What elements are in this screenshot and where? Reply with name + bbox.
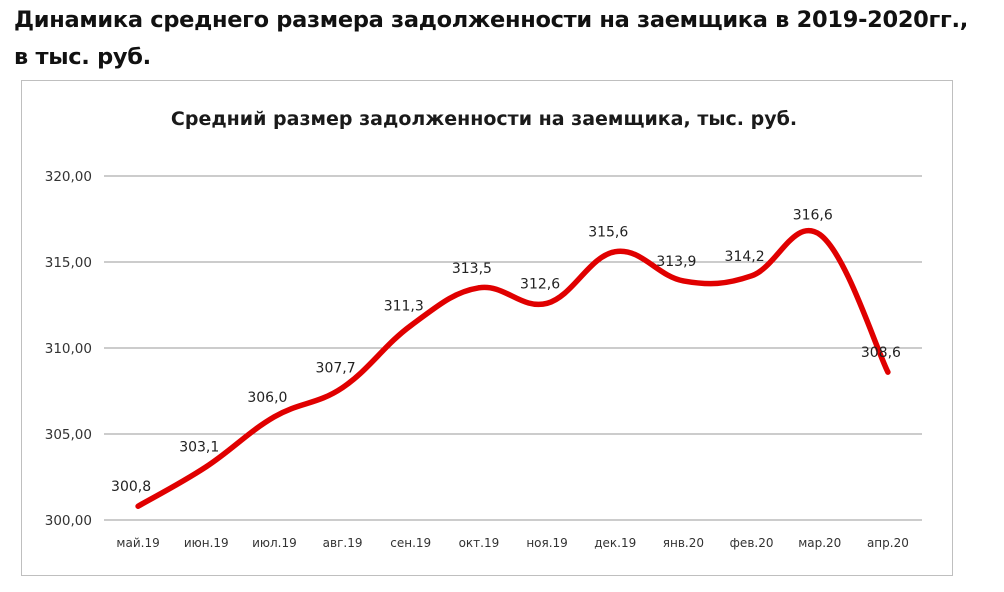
data-point-3 xyxy=(340,385,346,391)
data-label: 303,1 xyxy=(179,440,219,456)
x-tick-label: май.19 xyxy=(116,536,159,550)
x-tick-label: июн.19 xyxy=(184,536,229,550)
data-label: 307,7 xyxy=(316,361,356,377)
data-point-4 xyxy=(408,323,414,329)
y-tick-label: 315,00 xyxy=(45,255,92,271)
x-tick-label: окт.19 xyxy=(459,536,500,550)
y-tick-label: 300,00 xyxy=(45,513,92,529)
series-layer xyxy=(135,227,891,509)
series-line xyxy=(135,227,891,509)
data-point-10 xyxy=(817,231,823,237)
x-tick-label: апр.20 xyxy=(867,536,909,550)
chart-title: Средний размер задолженности на заемщика… xyxy=(171,108,797,130)
data-labels: 300,8 303,1 306,0 307,7 311,3 313,5 312,6 315,6… xyxy=(111,207,901,495)
data-point-5 xyxy=(476,285,482,291)
page-heading-line-1: Динамика среднего размера задолженности … xyxy=(14,7,968,33)
page-heading: Динамика среднего размера задолженности … xyxy=(14,2,999,76)
y-tick-label: 305,00 xyxy=(45,427,92,443)
data-point-8 xyxy=(680,278,686,284)
line-chart: Средний размер задолженности на заемщика… xyxy=(45,108,922,550)
data-label: 311,3 xyxy=(384,299,424,315)
data-point-7 xyxy=(612,249,618,255)
data-label: 314,2 xyxy=(725,249,765,265)
y-axis-ticks: 300,00 305,00 310,00 315,00 320,00 xyxy=(45,169,92,529)
data-label: 316,6 xyxy=(793,207,833,223)
data-label: 313,9 xyxy=(656,254,696,270)
data-label: 313,5 xyxy=(452,261,492,277)
x-tick-label: фев.20 xyxy=(730,536,774,550)
data-point-0 xyxy=(135,503,141,509)
page-heading-line-2: в тыс. руб. xyxy=(14,44,151,70)
data-label: 308,6 xyxy=(861,345,901,361)
x-tick-label: июл.19 xyxy=(252,536,297,550)
data-point-1 xyxy=(203,464,209,470)
data-label: 312,6 xyxy=(520,276,560,292)
x-tick-label: авг.19 xyxy=(323,536,363,550)
x-tick-label: янв.20 xyxy=(663,536,704,550)
chart-frame: Средний размер задолженности на заемщика… xyxy=(21,80,953,576)
y-tick-label: 320,00 xyxy=(45,169,92,185)
y-tick-label: 310,00 xyxy=(45,341,92,357)
data-point-9 xyxy=(749,273,755,279)
x-axis-ticks: май.19 июн.19 июл.19 авг.19 сен.19 окт.19 ноя.… xyxy=(116,536,908,550)
x-tick-label: сен.19 xyxy=(390,536,431,550)
x-tick-label: дек.19 xyxy=(594,536,636,550)
data-label: 300,8 xyxy=(111,479,151,495)
x-tick-label: ноя.19 xyxy=(526,536,568,550)
x-tick-label: мар.20 xyxy=(798,536,841,550)
grid-layer xyxy=(104,175,922,521)
data-point-6 xyxy=(544,300,550,306)
data-point-2 xyxy=(271,414,277,420)
data-label: 315,6 xyxy=(588,225,628,241)
data-point-11 xyxy=(885,369,891,375)
data-label: 306,0 xyxy=(247,390,287,406)
